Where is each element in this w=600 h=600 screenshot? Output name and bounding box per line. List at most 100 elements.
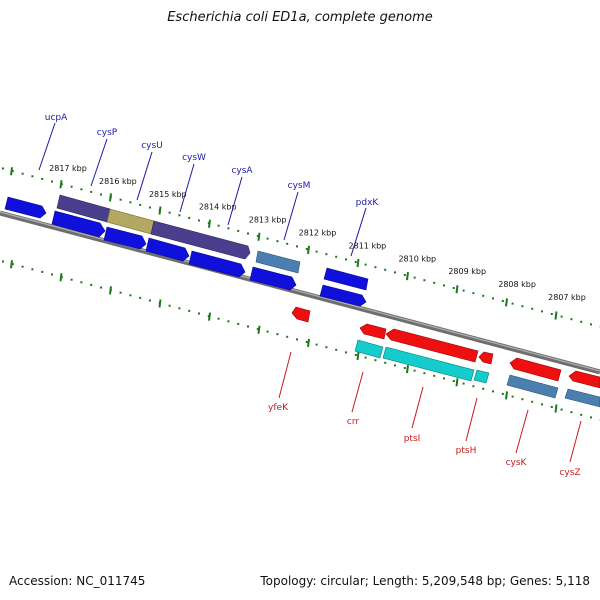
lower-tick-track-dot: [11, 263, 14, 266]
lower-tick-track-dot: [129, 294, 132, 297]
leader-line-cysZ: [569, 420, 582, 463]
leader-line-cysK: [515, 409, 529, 454]
gene-label-cysZ: cysZ: [559, 468, 580, 478]
upper-tick-track-dot: [501, 300, 504, 302]
upper-tick-track-dot: [247, 232, 249, 235]
lower-tick-track-dot: [384, 361, 387, 364]
lower-tick-track-dot: [31, 268, 34, 271]
leader-line-yfeK: [278, 351, 292, 399]
reverse-gene-labels: yfeK crr ptsI ptsH cysK cysZ: [268, 351, 582, 478]
upper-tick-track-dot: [198, 219, 200, 222]
upper-tick-track-dot: [443, 284, 445, 287]
upper-tick-track-dot: [403, 274, 406, 276]
lower-tick-track-dot: [541, 403, 543, 406]
gene-label-pdxK: pdxK: [356, 198, 380, 208]
upper-tick-track-dot: [178, 214, 181, 217]
scale-label: 2809 kbp: [448, 267, 486, 276]
scale-label: 2816 kbp: [99, 177, 137, 186]
upper-tick-track-dot: [560, 315, 563, 318]
lower-tick-track-dot: [247, 325, 249, 328]
feature-cyan-ptsI: [382, 346, 475, 382]
upper-tick-track-dot: [580, 320, 583, 323]
lower-tick-track-dot: [531, 400, 534, 403]
gene-label-yfeK: yfeK: [268, 403, 289, 413]
upper-tick-track-major-tick: [307, 245, 310, 255]
lower-tick-track-dot: [305, 341, 308, 343]
lower-tick-track-dot: [2, 260, 4, 263]
lower-tick-track-dot: [521, 398, 524, 401]
leader-line-ucpA: [38, 122, 56, 171]
gene-label-cysP: cysP: [97, 128, 118, 138]
feature-arrow-ptsI: [385, 328, 479, 363]
upper-tick-track-dot: [345, 258, 347, 261]
upper-tick-track-dot: [168, 211, 171, 214]
upper-tick-track-dot: [2, 167, 4, 170]
lower-tick-track-dot: [590, 416, 592, 419]
lower-tick-track-dot: [266, 330, 269, 333]
upper-tick-track-dot: [51, 180, 53, 183]
lower-tick-track-dot: [325, 346, 328, 349]
upper-tick-track-dot: [325, 253, 328, 256]
forward-strand-features: [4, 194, 369, 307]
upper-tick-track-major-tick: [505, 298, 508, 307]
gene-label-ucpA: ucpA: [45, 113, 68, 123]
scale-labels: 2817 kbp 2816 kbp 2815 kbp 2814 kbp 2813 kbp…: [49, 164, 586, 302]
upper-tick-track-dot: [413, 276, 416, 279]
upper-tick-track-major-tick: [257, 232, 261, 241]
gene-label-cysW: cysW: [182, 153, 206, 163]
upper-tick-track-dot: [119, 198, 122, 201]
lower-tick-track-dot: [462, 382, 465, 385]
upper-tick-track-major-tick: [109, 193, 112, 202]
upper-tick-track-dot: [266, 237, 269, 240]
upper-tick-track-dot: [217, 224, 220, 227]
upper-tick-track-major-tick: [554, 311, 558, 320]
upper-tick-track-dot: [541, 310, 543, 313]
upper-tick-track-dot: [188, 216, 191, 219]
lower-tick-track-dot: [100, 286, 102, 289]
feature-steel-cysZ: [564, 388, 600, 408]
upper-tick-track-dot: [335, 255, 338, 258]
upper-tick-track-dot: [570, 318, 573, 321]
feature-cyan-crr: [354, 339, 384, 359]
leader-line-cysW: [179, 163, 195, 213]
feature-arrow-cysK: [509, 357, 562, 382]
upper-tick-track-dot: [41, 177, 44, 180]
feature-arrow-cysA: [188, 250, 246, 278]
lower-tick-track-major-tick: [554, 404, 558, 413]
scale-label: 2807 kbp: [548, 293, 586, 302]
gene-label-crr: crr: [347, 417, 359, 427]
feature-operon-cysU: [150, 220, 251, 260]
scale-label: 2812 kbp: [299, 229, 337, 238]
lower-tick-track-dot: [403, 367, 406, 369]
upper-tick-track-dot: [492, 297, 494, 300]
lower-tick-track-dot: [315, 343, 318, 346]
upper-tick-track-dot: [256, 235, 259, 238]
lower-tick-track-major-tick: [109, 286, 112, 295]
leader-line-ptsI: [411, 386, 424, 429]
upper-tick-track-dot: [305, 248, 308, 250]
upper-tick-track-dot: [364, 263, 367, 266]
lower-tick-track-dot: [345, 351, 347, 354]
feature-cyan-ptsH: [473, 369, 490, 384]
upper-tick-track-dot: [423, 279, 426, 282]
lower-tick-track-major-tick: [10, 260, 13, 269]
upper-tick-track-dot: [384, 268, 387, 271]
lower-tick-track-dot: [482, 387, 485, 390]
lower-tick-track-major-tick: [505, 391, 508, 400]
feature-arrow-yfeK: [291, 306, 311, 323]
lower-tick-track-major-tick: [208, 312, 211, 321]
scale-label: 2808 kbp: [498, 280, 536, 289]
leader-line-pdxK: [350, 207, 367, 257]
lower-tick-track-dot: [21, 265, 24, 268]
lower-tick-track-dot: [256, 328, 259, 331]
feature-arrow-cysW: [145, 237, 190, 262]
lower-tick-track-dot: [296, 338, 298, 341]
feature-arrow-ptsH: [478, 351, 494, 365]
lower-tick-track-dot: [472, 385, 475, 388]
lower-tick-track-dot: [570, 411, 573, 414]
lower-tick-track-dot: [511, 395, 514, 398]
lower-tick-track-dot: [394, 364, 396, 367]
upper-tick-track-major-tick: [455, 285, 459, 294]
gene-label-cysK: cysK: [506, 458, 528, 468]
tick-marks: [2, 167, 600, 421]
